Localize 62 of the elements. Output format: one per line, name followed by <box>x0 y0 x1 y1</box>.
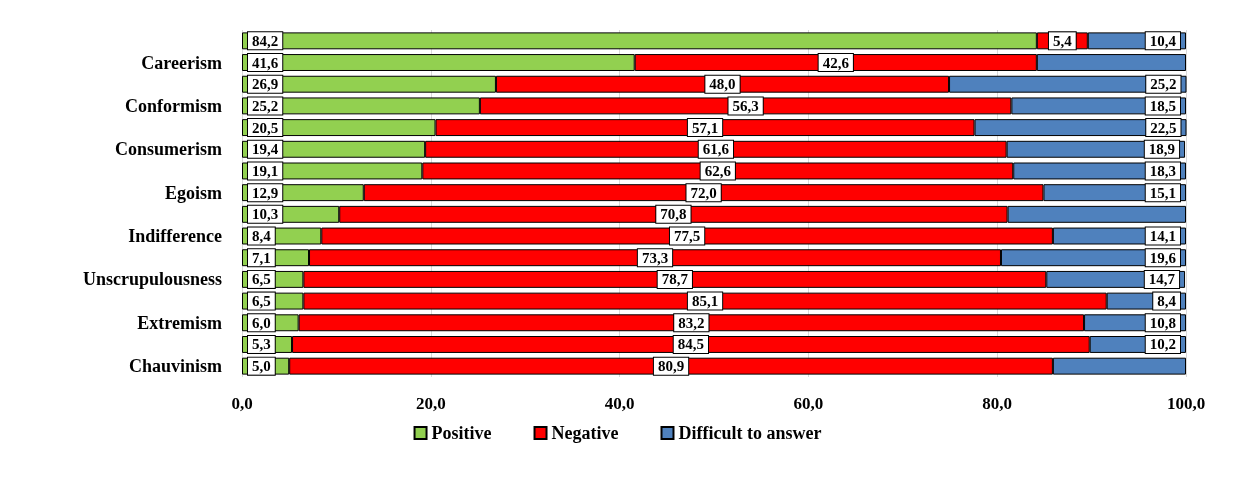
data-label: 48,0 <box>709 76 736 93</box>
y-tick-label: Indifference <box>128 226 222 247</box>
data-label: 78,7 <box>661 271 689 288</box>
data-label: 14,7 <box>1148 271 1176 288</box>
x-tick-label: 80,0 <box>982 394 1013 413</box>
x-tick-label: 0,0 <box>231 394 253 413</box>
x-tick-label: 60,0 <box>793 394 824 413</box>
legend-label: Positive <box>431 423 492 443</box>
x-tick-label: 40,0 <box>604 394 635 413</box>
data-label: 83,2 <box>678 314 705 331</box>
y-tick-label: Consumerism <box>115 139 222 160</box>
data-label: 10,8 <box>1149 314 1176 331</box>
data-label: 18,9 <box>1148 141 1176 158</box>
data-label: 5,4 <box>1052 32 1073 49</box>
data-label: 10,4 <box>1149 32 1177 49</box>
data-label: 10,3 <box>252 206 279 223</box>
data-label: 57,1 <box>691 119 719 136</box>
data-label: 84,5 <box>677 336 704 353</box>
y-tick-label: Careerism <box>141 52 222 73</box>
data-label: 10,2 <box>1149 336 1176 353</box>
data-label: 12,9 <box>252 184 279 201</box>
data-label: 41,6 <box>252 54 279 71</box>
y-tick-label: Chauvinism <box>128 356 222 377</box>
data-label: 73,3 <box>641 249 669 266</box>
x-tick-label: 20,0 <box>415 394 446 413</box>
data-label: 62,6 <box>704 162 732 179</box>
y-tick-label: Egoism <box>164 182 222 203</box>
data-label: 42,6 <box>822 54 850 71</box>
data-label: 6,0 <box>252 314 271 331</box>
data-label: 61,6 <box>702 141 730 158</box>
data-label: 5,3 <box>252 336 271 353</box>
data-label: 84,2 <box>252 32 279 49</box>
data-label: 25,2 <box>1150 76 1177 93</box>
data-label: 70,8 <box>660 206 687 223</box>
data-label: 18,5 <box>1149 97 1176 114</box>
data-label: 85,1 <box>691 293 719 310</box>
y-tick-label: Extremism <box>137 312 222 333</box>
data-label: 80,9 <box>657 358 685 375</box>
legend-label: Difficult to answer <box>678 423 822 443</box>
data-label: 8,4 <box>252 228 272 245</box>
data-label: 8,4 <box>1157 293 1177 310</box>
data-label: 5,0 <box>252 358 271 375</box>
x-tick-label: 100,0 <box>1166 394 1206 413</box>
data-label: 19,4 <box>252 141 279 158</box>
data-label: 19,6 <box>1149 249 1177 266</box>
data-label: 20,5 <box>252 119 279 136</box>
data-label: 77,5 <box>673 228 701 245</box>
data-label: 19,1 <box>252 162 279 179</box>
data-label: 18,3 <box>1149 162 1176 179</box>
data-label: 72,0 <box>690 184 717 201</box>
data-label: 25,2 <box>252 97 279 114</box>
data-label: 6,5 <box>252 293 271 310</box>
y-tick-label: Conformism <box>125 95 222 116</box>
data-label: 15,1 <box>1149 184 1176 201</box>
data-label: 7,1 <box>252 249 271 266</box>
legend-label: Negative <box>551 423 619 443</box>
y-tick-label: Unscrupulousness <box>82 269 222 290</box>
data-label: 6,5 <box>252 271 271 288</box>
data-label: 14,1 <box>1149 228 1176 245</box>
data-label: 22,5 <box>1150 119 1177 136</box>
data-label: 26,9 <box>252 76 279 93</box>
data-label: 56,3 <box>732 97 759 114</box>
